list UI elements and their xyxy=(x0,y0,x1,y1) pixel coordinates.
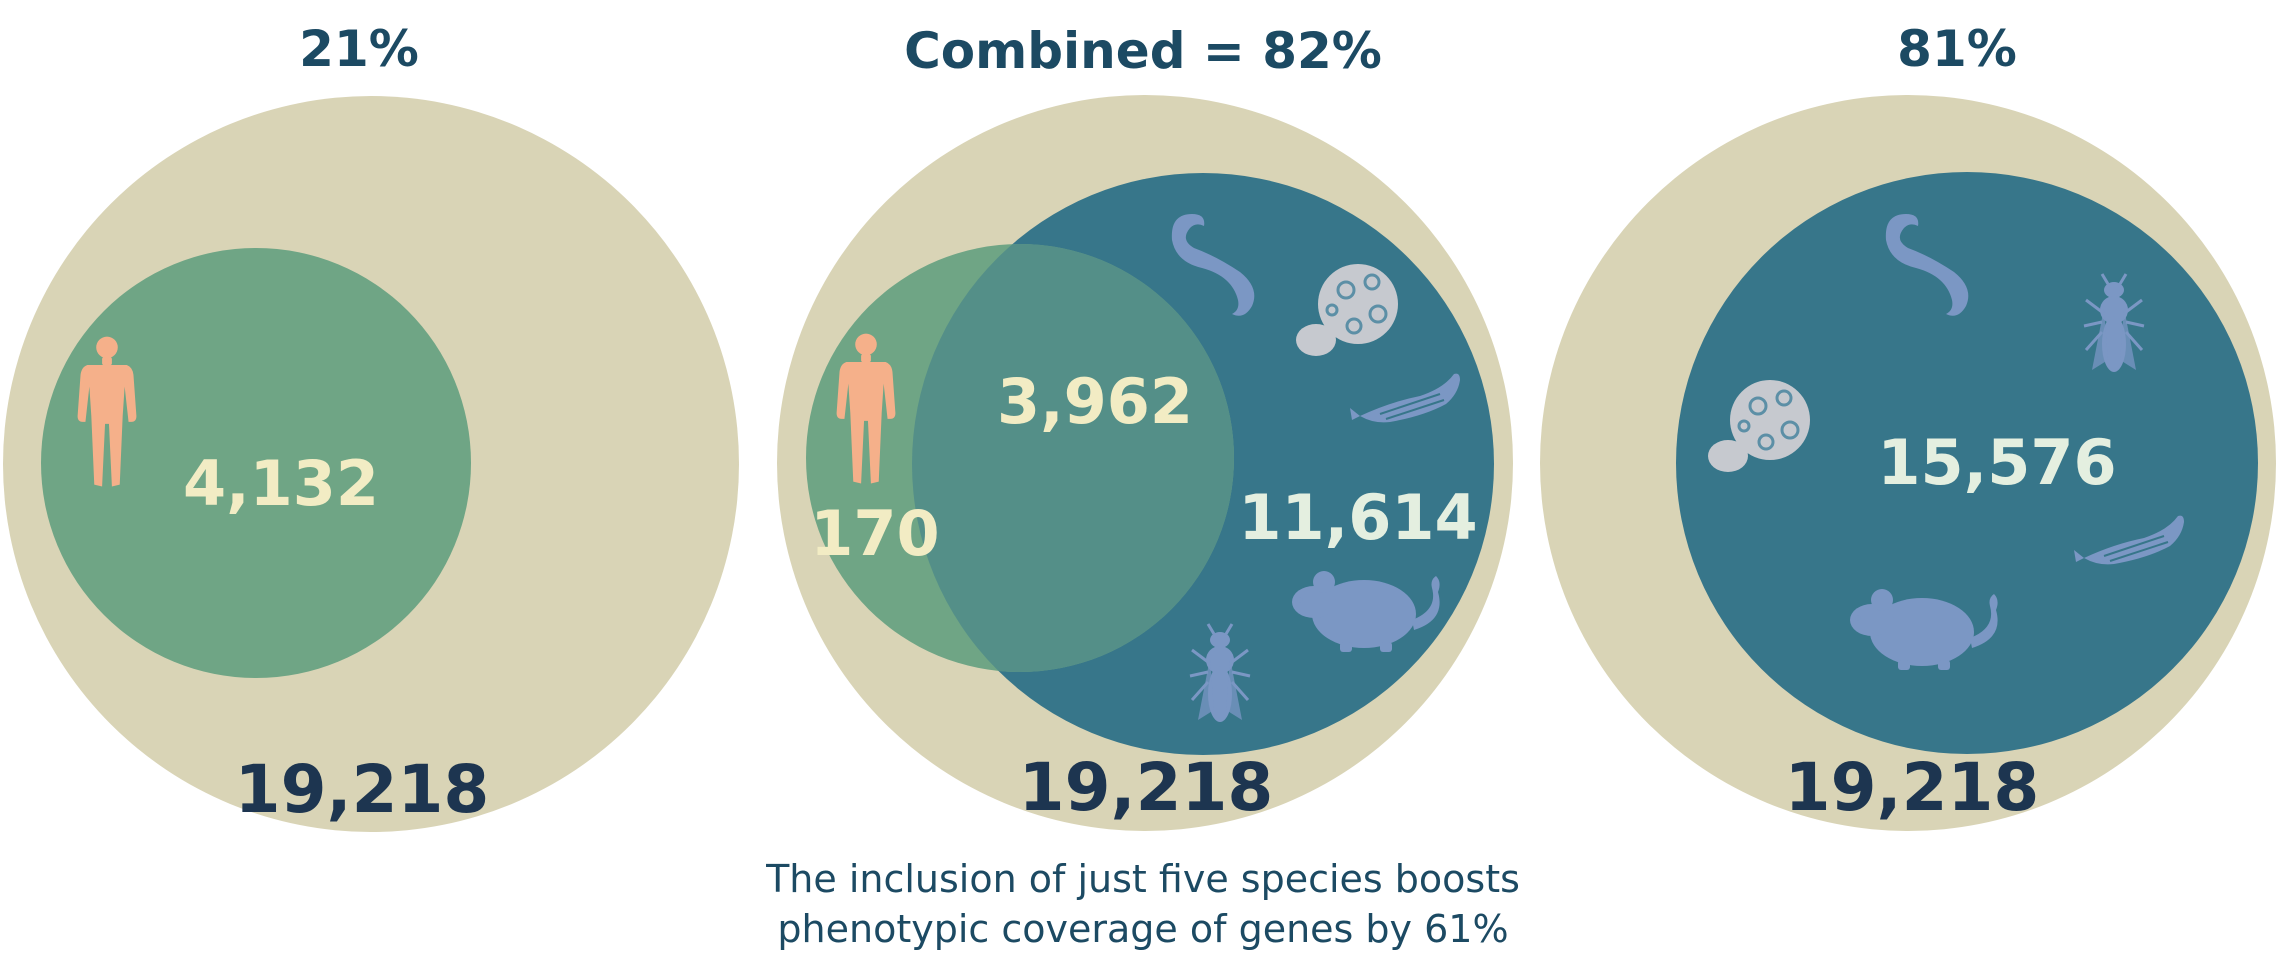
panel-percent: Combined = 82% xyxy=(904,22,1382,80)
total-genes: 19,218 xyxy=(1785,749,2040,826)
panel-combined: 3,962 170 11,614 Combined = 82% 19,218 xyxy=(777,22,1513,831)
panel-percent: 81% xyxy=(1897,20,2017,78)
panel-percent: 21% xyxy=(299,20,419,78)
human-genes-circle xyxy=(41,248,471,678)
caption-line-1: The inclusion of just five species boost… xyxy=(765,857,1520,901)
panel-model-organisms: 15,576 81% 19,218 xyxy=(1540,20,2276,831)
human-only-gene-count: 170 xyxy=(810,497,939,570)
overlap-gene-count: 3,962 xyxy=(997,365,1193,438)
caption-line-2: phenotypic coverage of genes by 61% xyxy=(777,907,1508,951)
human-gene-count: 4,132 xyxy=(183,447,379,520)
model-gene-count: 15,576 xyxy=(1877,426,2116,499)
total-genes: 19,218 xyxy=(235,751,490,828)
caption: The inclusion of just five species boost… xyxy=(765,857,1520,951)
model-only-gene-count: 11,614 xyxy=(1238,481,1477,554)
total-genes: 19,218 xyxy=(1019,749,1274,826)
panel-human: 4,132 21% 19,218 xyxy=(3,20,739,832)
